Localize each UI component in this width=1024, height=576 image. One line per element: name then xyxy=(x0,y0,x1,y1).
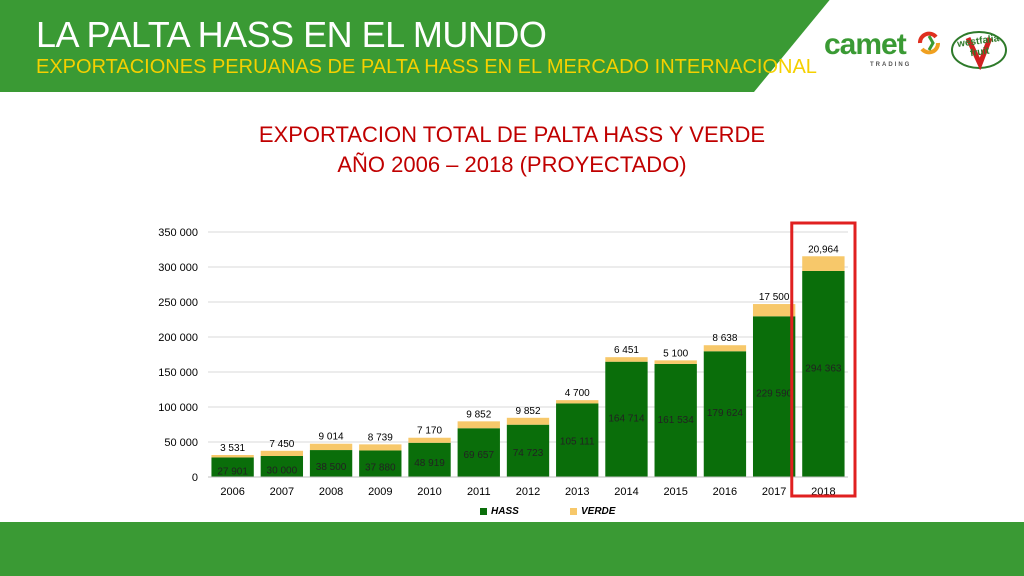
footer-bar xyxy=(0,522,1024,576)
x-tick-label: 2009 xyxy=(368,486,392,498)
x-tick-label: 2010 xyxy=(417,486,441,498)
bar-verde xyxy=(408,437,451,443)
westfalia-logo-mark xyxy=(951,31,1007,71)
camet-logo: camet TRADING xyxy=(824,30,944,72)
y-tick-label: 150 000 xyxy=(158,367,198,379)
legend-item-verde: VERDE xyxy=(570,506,615,517)
data-label-hass: 294 363 xyxy=(805,364,842,375)
data-label-verde: 17 500 xyxy=(759,292,790,303)
data-label-hass: 179 624 xyxy=(707,408,744,419)
legend-item-hass: HASS xyxy=(480,506,519,517)
bar-verde xyxy=(506,417,550,425)
data-label-hass: 37 880 xyxy=(365,462,396,473)
bar-hass xyxy=(260,456,304,477)
bar-hass xyxy=(605,361,648,477)
bar-hass xyxy=(309,450,353,477)
bar-hass xyxy=(654,363,697,477)
bar-hass xyxy=(359,450,402,477)
highlight-box xyxy=(790,221,857,498)
chart-title-line2: AÑO 2006 – 2018 (PROYECTADO) xyxy=(337,152,687,177)
y-tick-label: 50 000 xyxy=(164,437,198,449)
camet-swirl-icon xyxy=(918,31,940,55)
bar-verde xyxy=(703,345,747,352)
westfalia-logo: westfalia fruit xyxy=(950,30,1008,71)
bar-hass xyxy=(408,442,451,477)
bar-hass xyxy=(752,316,796,477)
data-label-verde: 4 700 xyxy=(565,388,590,399)
camet-logo-tag: TRADING xyxy=(870,62,912,68)
data-label-hass: 164 714 xyxy=(608,414,645,425)
bar-verde xyxy=(457,421,500,429)
x-tick-label: 2007 xyxy=(270,486,294,498)
data-label-verde: 3 531 xyxy=(220,443,245,454)
data-label-hass: 105 111 xyxy=(560,437,595,448)
data-label-verde: 8 739 xyxy=(368,432,393,443)
x-tick-label: 2014 xyxy=(614,486,638,498)
data-label-hass: 30 000 xyxy=(267,465,298,476)
x-tick-label: 2011 xyxy=(467,486,491,498)
x-tick-label: 2012 xyxy=(516,486,540,498)
data-label-verde: 9 014 xyxy=(319,432,344,443)
bar-verde xyxy=(802,256,845,271)
data-label-verde: 8 638 xyxy=(712,333,737,344)
data-label-verde: 5 100 xyxy=(663,348,688,359)
data-label-hass: 74 723 xyxy=(513,448,544,459)
bar-verde xyxy=(654,360,697,364)
y-tick-label: 200 000 xyxy=(158,332,198,344)
bar-hass xyxy=(211,457,254,477)
y-tick-label: 0 xyxy=(192,472,198,484)
bar-hass xyxy=(703,351,747,477)
bar-verde xyxy=(211,454,254,458)
bar-verde xyxy=(605,357,648,362)
data-label-hass: 27 901 xyxy=(217,466,248,477)
data-label-hass: 161 534 xyxy=(658,415,695,426)
data-label-verde: 7 450 xyxy=(269,439,294,450)
page-subtitle: EXPORTACIONES PERUANAS DE PALTA HASS EN … xyxy=(36,56,817,78)
x-tick-label: 2013 xyxy=(565,486,589,498)
bar-hass xyxy=(457,428,500,477)
x-tick-label: 2006 xyxy=(220,486,244,498)
bar-hass xyxy=(556,403,599,477)
legend-swatch-hass xyxy=(480,507,487,515)
camet-logo-text: camet xyxy=(824,28,907,61)
data-label-verde: 9 852 xyxy=(515,406,540,417)
bar-verde xyxy=(309,443,353,451)
data-label-hass: 69 657 xyxy=(463,450,494,461)
data-label-verde: 6 451 xyxy=(614,345,639,356)
chart-title-line1: EXPORTACION TOTAL DE PALTA HASS Y VERDE xyxy=(258,122,766,147)
bar-verde xyxy=(556,400,599,404)
data-label-verde: 20,964 xyxy=(808,244,839,255)
legend-swatch-verde xyxy=(570,507,577,515)
chart-title: EXPORTACION TOTAL DE PALTA HASS Y VERDE … xyxy=(0,120,1024,180)
data-label-verde: 7 170 xyxy=(417,426,442,437)
y-tick-label: 250 000 xyxy=(158,297,198,309)
bar-hass xyxy=(506,424,550,477)
y-tick-label: 300 000 xyxy=(158,262,198,274)
data-label-hass: 229 590 xyxy=(756,389,793,400)
bar-verde xyxy=(359,444,402,451)
data-label-verde: 9 852 xyxy=(466,409,491,420)
y-tick-label: 100 000 xyxy=(158,402,198,414)
y-tick-label: 350 000 xyxy=(158,227,198,239)
page-title: LA PALTA HASS EN EL MUNDO xyxy=(36,14,547,55)
legend-label-hass: HASS xyxy=(491,506,519,517)
legend-label-verde: VERDE xyxy=(581,506,616,517)
data-label-hass: 48 919 xyxy=(414,458,445,469)
bar-hass xyxy=(802,270,845,477)
x-tick-label: 2015 xyxy=(663,486,687,498)
x-tick-label: 2017 xyxy=(762,486,786,498)
x-tick-label: 2008 xyxy=(319,486,343,498)
bar-verde xyxy=(752,304,796,317)
data-label-hass: 38 500 xyxy=(316,462,347,473)
bar-verde xyxy=(260,450,304,456)
x-tick-label: 2016 xyxy=(713,486,737,498)
